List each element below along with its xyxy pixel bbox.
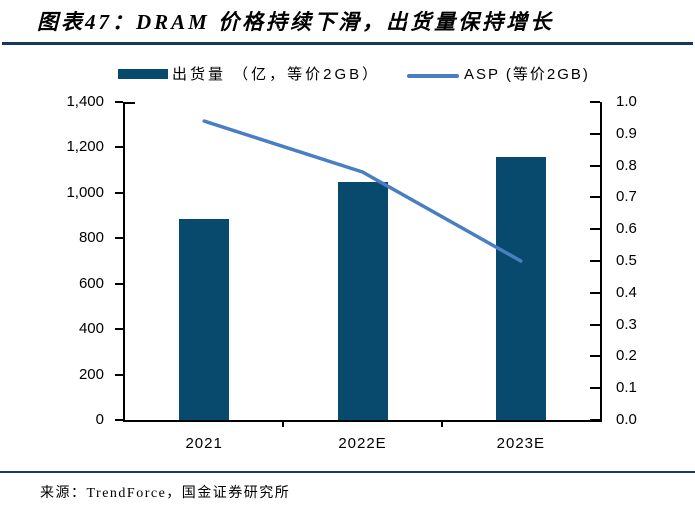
y-axis-tick-left (115, 282, 123, 285)
y-axis-label-right: 0.3 (616, 315, 637, 333)
asp-line-path (202, 119, 523, 263)
y-axis-tick-right (590, 196, 600, 199)
y-axis-tick-right (590, 164, 600, 167)
y-axis-tick-left (115, 373, 123, 376)
y-axis-left (123, 102, 125, 422)
title-rule (2, 42, 693, 45)
x-axis (123, 420, 602, 422)
x-axis-label-2022E: 2022E (338, 435, 387, 452)
y-axis-tick-left (115, 419, 123, 421)
x-axis-tick (440, 422, 443, 427)
y-axis-label-right: 0.8 (616, 156, 637, 174)
y-axis-label-right: 0.4 (616, 283, 637, 301)
y-axis-tick-left (115, 328, 123, 331)
x-axis-tick (282, 422, 285, 427)
y-axis-label-left: 1,000 (66, 183, 104, 201)
legend-item-shipments: 出货量 （亿，等价2GB） (172, 66, 381, 83)
y-axis-label-right: 0.2 (616, 347, 637, 365)
source-note: 来源：TrendForce，国金证券研究所 (40, 486, 291, 501)
y-axis-label-right: 1.0 (616, 93, 637, 110)
x-axis-label-2021: 2021 (185, 435, 223, 452)
y-axis-label-right: 0.6 (616, 220, 637, 238)
y-axis-tick-right (590, 260, 600, 262)
figure-title: 图表47：DRAM 价格持续下滑，出货量保持增长 (37, 10, 555, 34)
y-axis-tick-right (590, 355, 600, 358)
y-axis-label-right: 0.5 (616, 252, 637, 269)
bar-2023E (495, 156, 546, 420)
legend-item-asp: ASP (等价2GB) (464, 66, 590, 83)
y-axis-label-left: 400 (78, 320, 104, 338)
y-axis-left-top-cap (125, 102, 135, 104)
y-axis-label-right: 0.7 (616, 188, 637, 206)
bar-2021 (179, 218, 230, 420)
y-axis-tick-right (590, 132, 600, 135)
y-axis-tick-left (115, 146, 123, 149)
y-axis-label-left: 600 (78, 274, 104, 292)
y-axis-label-right: 0.0 (616, 411, 637, 428)
y-axis-label-left: 800 (78, 229, 104, 247)
y-axis-tick-right (590, 387, 600, 390)
asp-line-series (202, 119, 523, 263)
y-axis-right (600, 102, 602, 422)
y-axis-label-left: 1,400 (66, 93, 104, 110)
y-axis-tick-right (590, 419, 600, 421)
y-axis-tick-right (590, 323, 600, 326)
bar-2022E (337, 181, 388, 420)
y-axis-label-right: 0.1 (616, 379, 637, 397)
y-axis-tick-right (590, 291, 600, 294)
y-axis-tick-right (590, 101, 600, 103)
footer-rule (0, 471, 695, 473)
y-axis-label-left: 200 (78, 365, 104, 383)
y-axis-tick-left (115, 191, 123, 194)
y-axis-label-left: 1,200 (66, 138, 104, 156)
y-axis-tick-left (115, 101, 123, 103)
legend-line-swatch-icon (407, 74, 459, 78)
x-axis-label-2023E: 2023E (496, 435, 546, 452)
legend-swatch-shipments-icon (118, 69, 168, 79)
y-axis-label-right: 0.9 (616, 124, 637, 142)
y-axis-label-left: 0 (95, 411, 104, 428)
y-axis-tick-right (590, 228, 600, 231)
y-axis-tick-left (115, 237, 123, 240)
